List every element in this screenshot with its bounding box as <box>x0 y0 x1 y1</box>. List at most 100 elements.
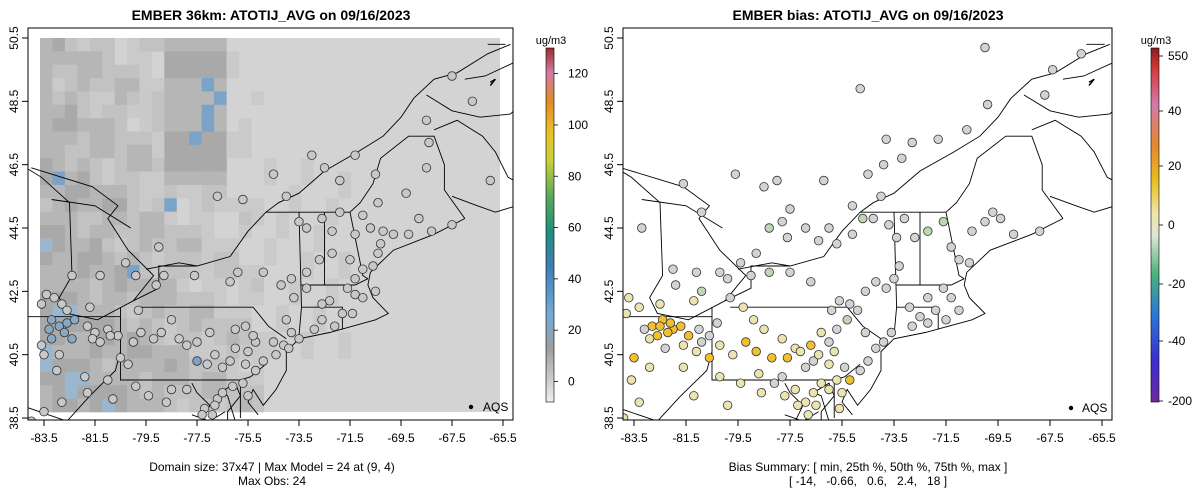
x-tick-label: -65.5 <box>1088 431 1116 445</box>
bias-point <box>655 299 665 309</box>
obs-point <box>57 397 67 407</box>
bias-point <box>754 369 764 379</box>
bias-point <box>824 223 834 233</box>
obs-point <box>327 226 337 236</box>
obs-point <box>192 356 202 366</box>
obs-point <box>159 270 169 281</box>
obs-point <box>281 191 292 202</box>
bias-point <box>793 400 803 411</box>
colorbar-tick-label: 40 <box>1168 104 1182 118</box>
x-tick-label: -75.5 <box>234 431 262 445</box>
obs-point <box>258 267 269 278</box>
x-tick-label: -83.5 <box>30 431 58 445</box>
bias-point <box>878 159 889 170</box>
bias-point <box>660 343 670 354</box>
bias-point <box>930 305 941 316</box>
bias-point <box>728 350 738 360</box>
obs-point <box>426 226 437 236</box>
obs-point <box>156 327 167 338</box>
obs-point <box>317 299 327 309</box>
colorbar-tick-label: -200 <box>1168 394 1192 408</box>
obs-point <box>378 226 388 236</box>
obs-point <box>67 270 77 281</box>
y-tick-label: 46.5 <box>7 153 21 177</box>
bias-point <box>852 305 863 316</box>
obs-point <box>414 213 424 224</box>
boundary-line <box>120 307 267 381</box>
bias-point <box>881 134 891 145</box>
obs-point <box>230 324 241 335</box>
model-legend: AQS <box>468 400 508 414</box>
bias-point <box>691 346 702 357</box>
bias-point <box>868 213 878 224</box>
bias-point <box>647 321 657 331</box>
model-heatmap <box>40 38 500 413</box>
obs-point <box>268 169 279 179</box>
bias-point <box>780 391 790 401</box>
obs-point <box>154 242 164 252</box>
boundary-line <box>301 306 343 330</box>
obs-point <box>217 388 228 398</box>
obs-point <box>401 188 411 198</box>
obs-point <box>388 229 399 240</box>
obs-point <box>210 350 220 360</box>
obs-point <box>268 337 279 347</box>
boundary-line <box>433 119 513 181</box>
boundary-line <box>1031 119 1112 181</box>
obs-point <box>189 270 200 281</box>
obs-point <box>36 299 47 309</box>
bias-point <box>803 410 813 420</box>
obs-point <box>161 397 172 407</box>
obs-point <box>309 324 320 335</box>
obs-point <box>370 169 381 179</box>
bias-point <box>915 312 925 322</box>
x-tick-label: -71.5 <box>932 431 960 445</box>
obs-point <box>95 337 105 347</box>
bias-point <box>624 293 634 303</box>
bias-point <box>954 255 964 265</box>
bias-point <box>899 213 910 224</box>
obs-point <box>317 315 327 325</box>
bias-point <box>670 280 681 290</box>
obs-point <box>108 394 118 404</box>
bias-point <box>988 207 998 217</box>
bias-point <box>855 365 865 376</box>
bias-point <box>982 99 993 110</box>
bias-point <box>876 191 886 202</box>
obs-point <box>342 283 353 293</box>
model-boundaries <box>28 43 513 420</box>
bias-point <box>832 239 842 249</box>
bias-point <box>845 375 855 385</box>
bias-point <box>1034 226 1045 236</box>
bias-point <box>842 315 852 325</box>
bias-point <box>730 169 741 179</box>
bias-point <box>767 353 777 363</box>
bias-panel: EMBER bias: ATOTIJ_AVG on 09/16/2023 -83… <box>602 7 1192 488</box>
bias-point <box>881 283 891 293</box>
bias-point <box>655 321 665 331</box>
model-obs-points <box>28 71 496 420</box>
bias-x-ticks: -83.5 -81.5 -79.5 -77.5 -75.5 -73.5 -71.5 -69.5… <box>620 420 1116 445</box>
boundary-line <box>426 94 513 118</box>
bias-point <box>967 226 977 236</box>
bias-point <box>691 267 702 278</box>
obs-point <box>350 274 360 284</box>
boundary-line <box>623 43 1110 321</box>
bias-point <box>832 375 842 385</box>
obs-point <box>230 343 241 354</box>
bias-point <box>832 324 842 335</box>
obs-point <box>403 229 414 240</box>
colorbar-tick-label: 0 <box>1168 218 1175 232</box>
bias-point <box>938 283 949 293</box>
bias-point <box>808 388 819 398</box>
bias-point <box>824 359 834 369</box>
obs-point <box>62 305 72 316</box>
obs-point <box>447 71 457 81</box>
obs-point <box>294 334 304 344</box>
bias-point <box>683 331 694 341</box>
bias-point <box>738 302 748 312</box>
x-tick-label: -81.5 <box>81 431 109 445</box>
boundary-line <box>191 411 226 420</box>
boundary-line <box>301 278 369 286</box>
obs-point <box>233 267 243 278</box>
